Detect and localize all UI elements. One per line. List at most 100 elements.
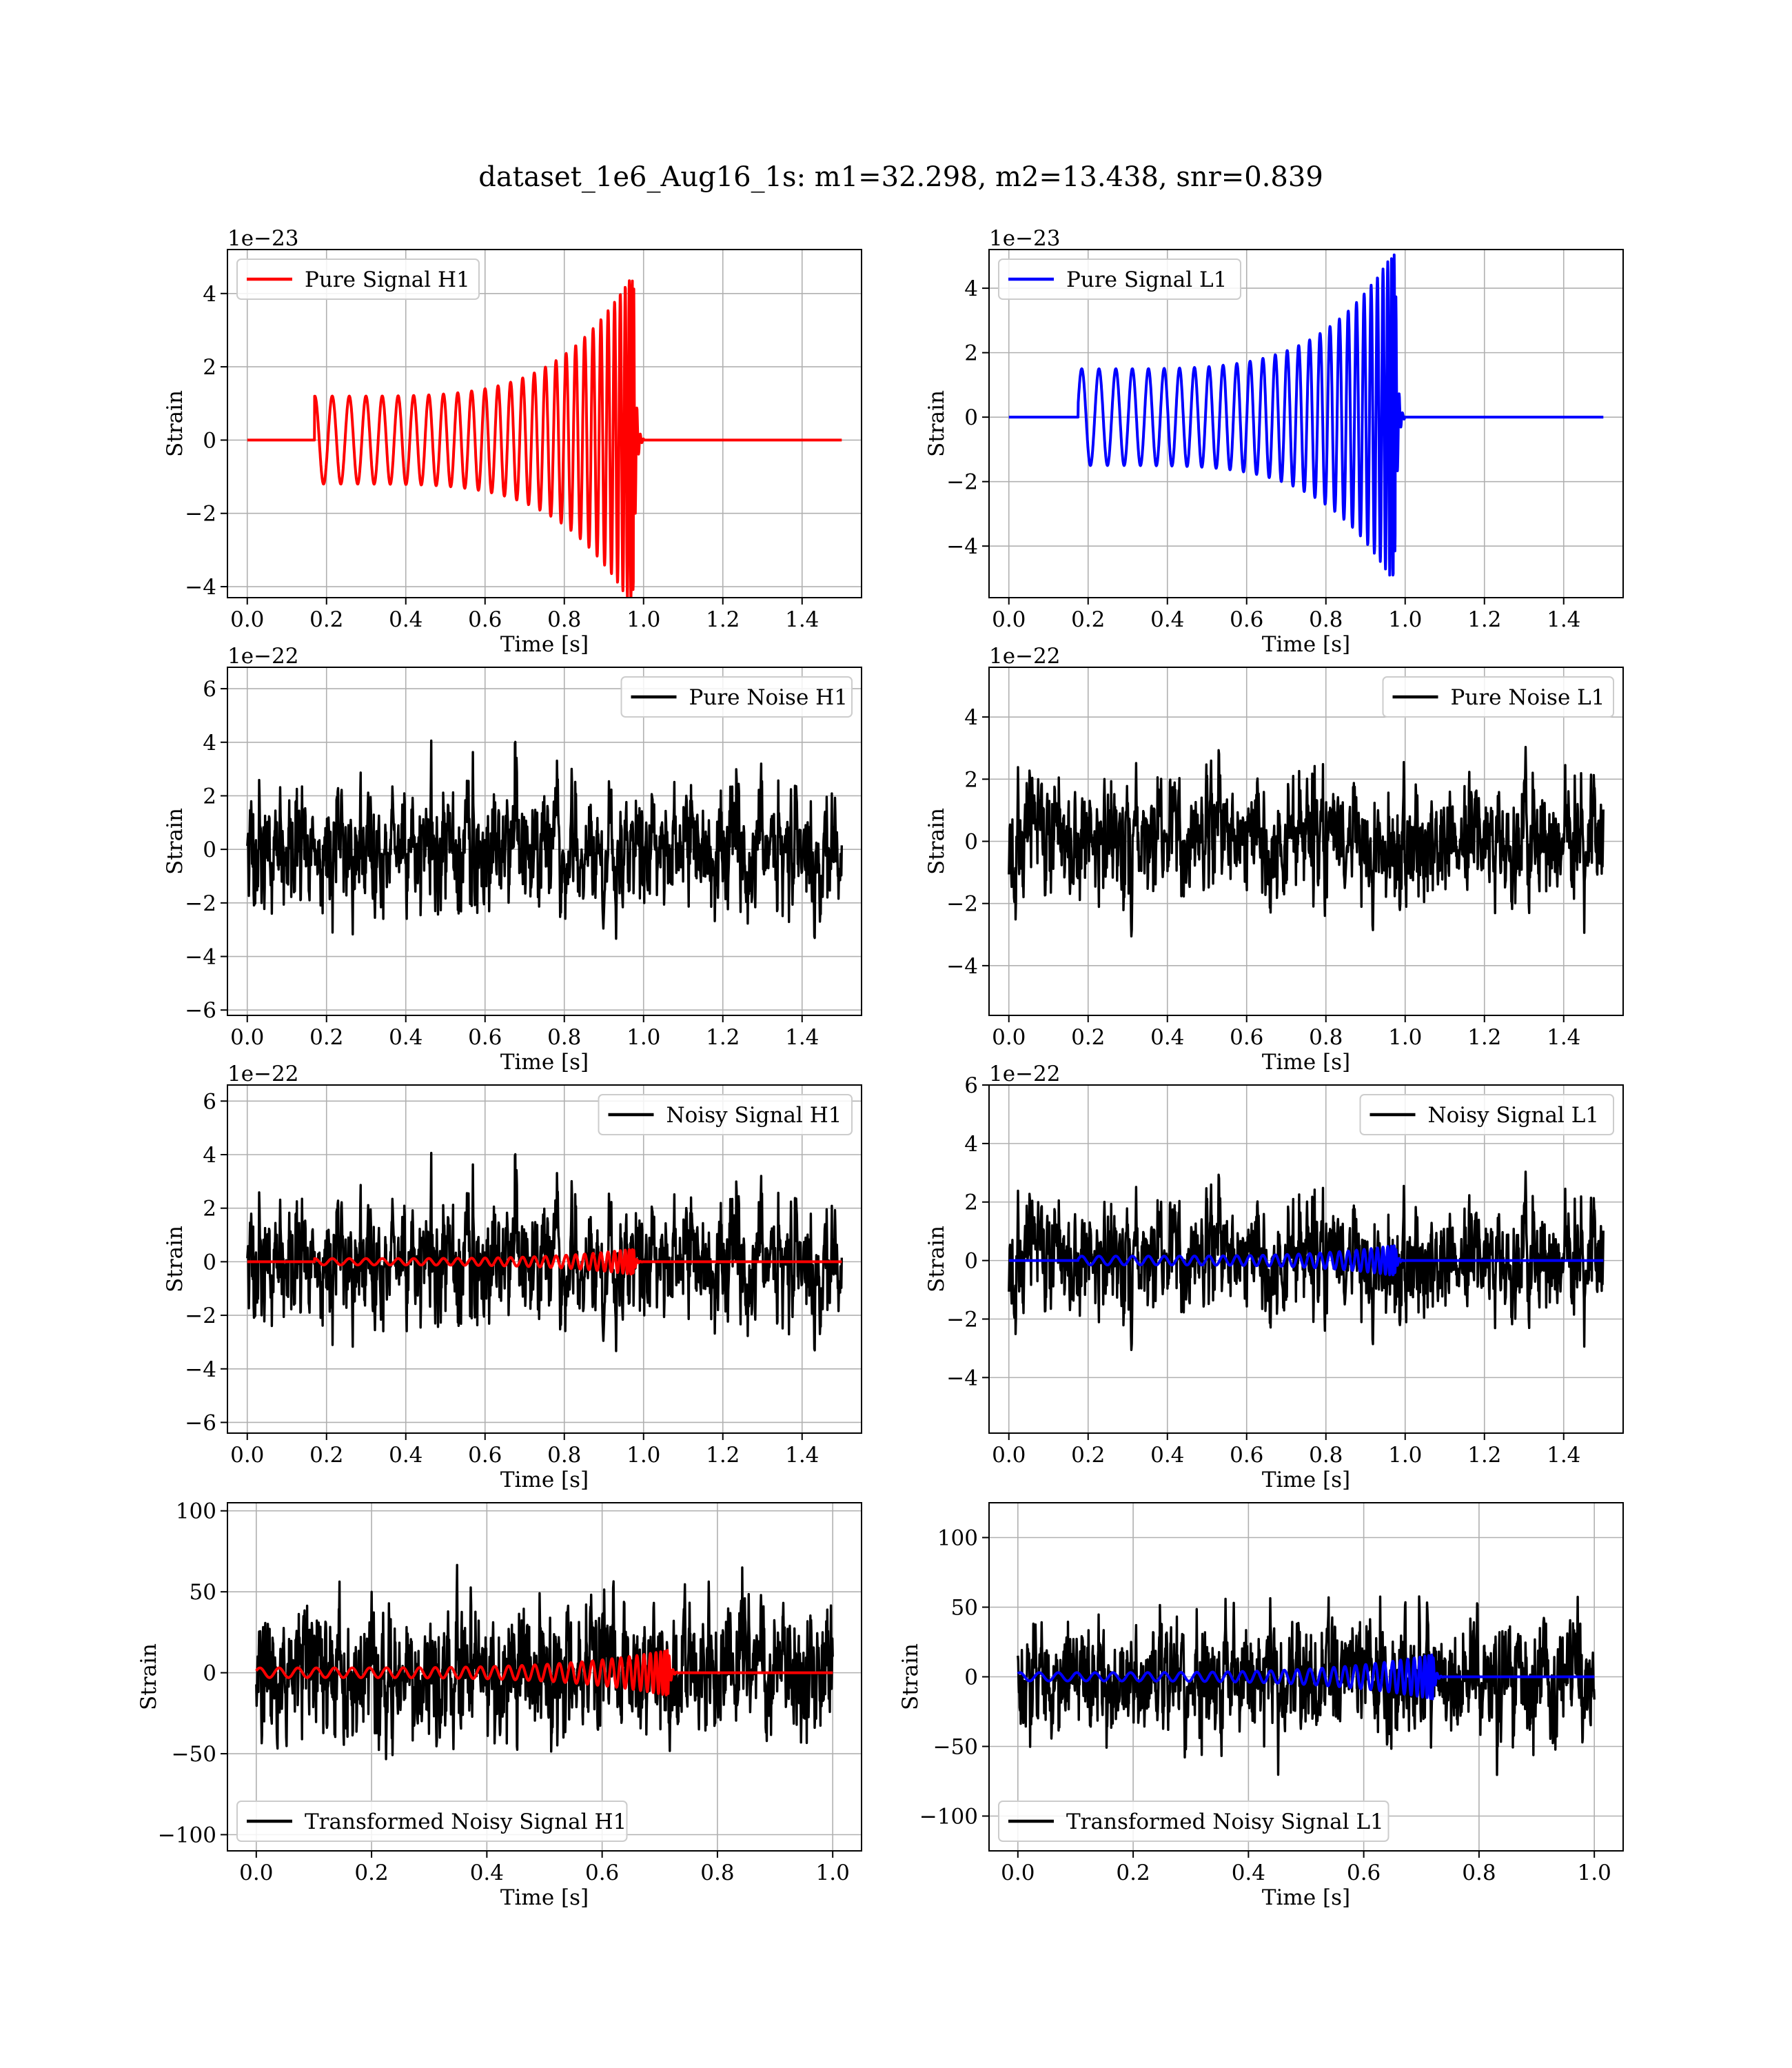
plot-area <box>255 1563 834 1761</box>
y-axis-label: Strain <box>136 1643 161 1710</box>
x-tick-label: 1.4 <box>1547 1025 1580 1050</box>
x-tick-label: 0.6 <box>468 607 502 632</box>
x-tick-label: 0.6 <box>585 1861 619 1885</box>
legend-box <box>1382 676 1614 718</box>
y-tick-label: −4 <box>185 1357 216 1382</box>
y-tick-label: −2 <box>185 1304 216 1328</box>
legend-label: Noisy Signal H1 <box>666 1103 842 1128</box>
y-tick-label: 100 <box>176 1499 216 1524</box>
x-tick-label: 1.0 <box>816 1861 850 1885</box>
x-axis-label: Time [s] <box>500 1468 589 1492</box>
x-axis-label: Time [s] <box>500 632 589 657</box>
x-axis-label: Time [s] <box>1262 1885 1350 1910</box>
y-tick-label: −4 <box>185 575 216 600</box>
y-tick-label: −100 <box>919 1805 978 1829</box>
x-tick-label: 0.8 <box>1309 1443 1343 1468</box>
y-tick-label: 50 <box>951 1596 978 1621</box>
subplot-pure-noise-l1: 0.0 0.2 0.4 0.6 0.8 1.0 1.2 1.4 −4 −2 0 2 4 Time [s] S… <box>924 644 1624 1075</box>
y-tick-label: 2 <box>203 1197 216 1221</box>
legend: Pure Noise L1 <box>1382 676 1614 718</box>
subplot-noisy-signal-l1: 0.0 0.2 0.4 0.6 0.8 1.0 1.2 1.4 −4 −2 0 2 4 6 Time [s]… <box>924 1062 1624 1492</box>
x-tick-label: 0.0 <box>992 607 1026 632</box>
subplot-noisy-signal-h1: 0.0 0.2 0.4 0.6 0.8 1.0 1.2 1.4 −6 −4 −2 0 2 4 6 Time [… <box>163 1062 862 1492</box>
legend-label: Pure Signal H1 <box>305 267 470 292</box>
x-tick-label: 0.2 <box>309 1443 343 1468</box>
x-tick-label: 0.8 <box>547 1443 581 1468</box>
y-tick-label: 2 <box>964 341 978 366</box>
x-tick-label: 1.2 <box>1467 1443 1501 1468</box>
x-tick-label: 1.4 <box>785 1443 819 1468</box>
x-tick-label: 0.0 <box>992 1443 1026 1468</box>
x-tick-label: 0.0 <box>230 1443 264 1468</box>
x-tick-label: 1.2 <box>706 607 740 632</box>
subplot-grid: 0.0 0.2 0.4 0.6 0.8 1.0 1.2 1.4 −4 −2 0 2 4 Time [s] S… <box>136 226 1624 1910</box>
y-offset-label: 1e−22 <box>227 644 299 669</box>
x-tick-label: 0.4 <box>1150 1025 1184 1050</box>
x-tick-label: 0.0 <box>239 1861 273 1885</box>
x-tick-label: 0.2 <box>309 1025 343 1050</box>
y-tick-label: −50 <box>933 1735 978 1760</box>
x-tick-label: 1.0 <box>627 1443 660 1468</box>
legend: Pure Signal H1 <box>236 258 480 300</box>
legend-box <box>998 258 1241 300</box>
y-axis-label: Strain <box>163 808 187 875</box>
plot-area <box>1008 1170 1605 1351</box>
axes-frame <box>227 249 862 598</box>
subplot-pure-signal-h1: 0.0 0.2 0.4 0.6 0.8 1.0 1.2 1.4 −4 −2 0 2 4 Time [s] S… <box>163 226 862 657</box>
series-line-noise <box>255 1563 834 1761</box>
series-line-signal <box>1017 1653 1596 1701</box>
x-tick-label: 1.4 <box>785 1025 819 1050</box>
plot-area <box>246 739 843 940</box>
y-axis-label: Strain <box>924 390 949 457</box>
legend-label: Pure Noise L1 <box>1451 685 1605 710</box>
x-tick-label: 0.2 <box>309 607 343 632</box>
x-tick-label: 0.6 <box>468 1025 502 1050</box>
series-line-signal <box>255 1649 834 1696</box>
y-axis-label: Strain <box>924 1226 949 1292</box>
x-axis-label: Time [s] <box>1262 632 1350 657</box>
y-tick-label: 4 <box>203 1143 216 1168</box>
plot-area <box>1008 253 1605 577</box>
x-tick-label: 0.4 <box>389 1025 422 1050</box>
x-tick-label: 1.0 <box>1388 607 1422 632</box>
y-offset-label: 1e−22 <box>227 1062 299 1086</box>
y-tick-label: −2 <box>946 1307 978 1332</box>
x-tick-label: 1.0 <box>1388 1443 1422 1468</box>
y-tick-label: −4 <box>946 1366 978 1390</box>
x-tick-label: 0.8 <box>1309 607 1343 632</box>
legend: Transformed Noisy Signal L1 <box>998 1801 1389 1842</box>
y-tick-label: −2 <box>185 502 216 527</box>
x-tick-label: 1.2 <box>1467 1025 1501 1050</box>
y-tick-label: 0 <box>203 838 216 862</box>
legend-box <box>620 676 853 718</box>
legend: Noisy Signal L1 <box>1359 1094 1614 1135</box>
y-tick-label: 0 <box>203 1661 216 1686</box>
legend-box <box>998 1801 1389 1842</box>
y-tick-label: 6 <box>203 1089 216 1114</box>
x-tick-label: 0.4 <box>1150 607 1184 632</box>
legend-label: Pure Signal L1 <box>1066 267 1227 292</box>
x-tick-label: 0.4 <box>389 607 422 632</box>
legend: Pure Signal L1 <box>998 258 1241 300</box>
legend-box <box>1359 1094 1614 1135</box>
legend-label: Noisy Signal L1 <box>1428 1103 1600 1128</box>
x-axis-label: Time [s] <box>500 1885 589 1910</box>
axes-frame <box>227 1502 862 1852</box>
x-tick-label: 0.0 <box>1001 1861 1035 1885</box>
legend-box <box>598 1094 853 1135</box>
y-tick-label: −2 <box>946 892 978 917</box>
legend-label: Transformed Noisy Signal H1 <box>305 1810 627 1834</box>
y-tick-label: 2 <box>203 355 216 380</box>
x-tick-label: 0.8 <box>547 607 581 632</box>
x-tick-label: 0.4 <box>1232 1861 1265 1885</box>
y-tick-label: 0 <box>203 428 216 453</box>
y-tick-label: 4 <box>964 276 978 301</box>
y-tick-label: 0 <box>203 1250 216 1275</box>
y-tick-label: 2 <box>203 784 216 809</box>
x-tick-label: 0.6 <box>1230 1443 1263 1468</box>
plot-area <box>1008 746 1605 937</box>
x-tick-label: 0.0 <box>230 1025 264 1050</box>
plot-area <box>246 1151 843 1352</box>
